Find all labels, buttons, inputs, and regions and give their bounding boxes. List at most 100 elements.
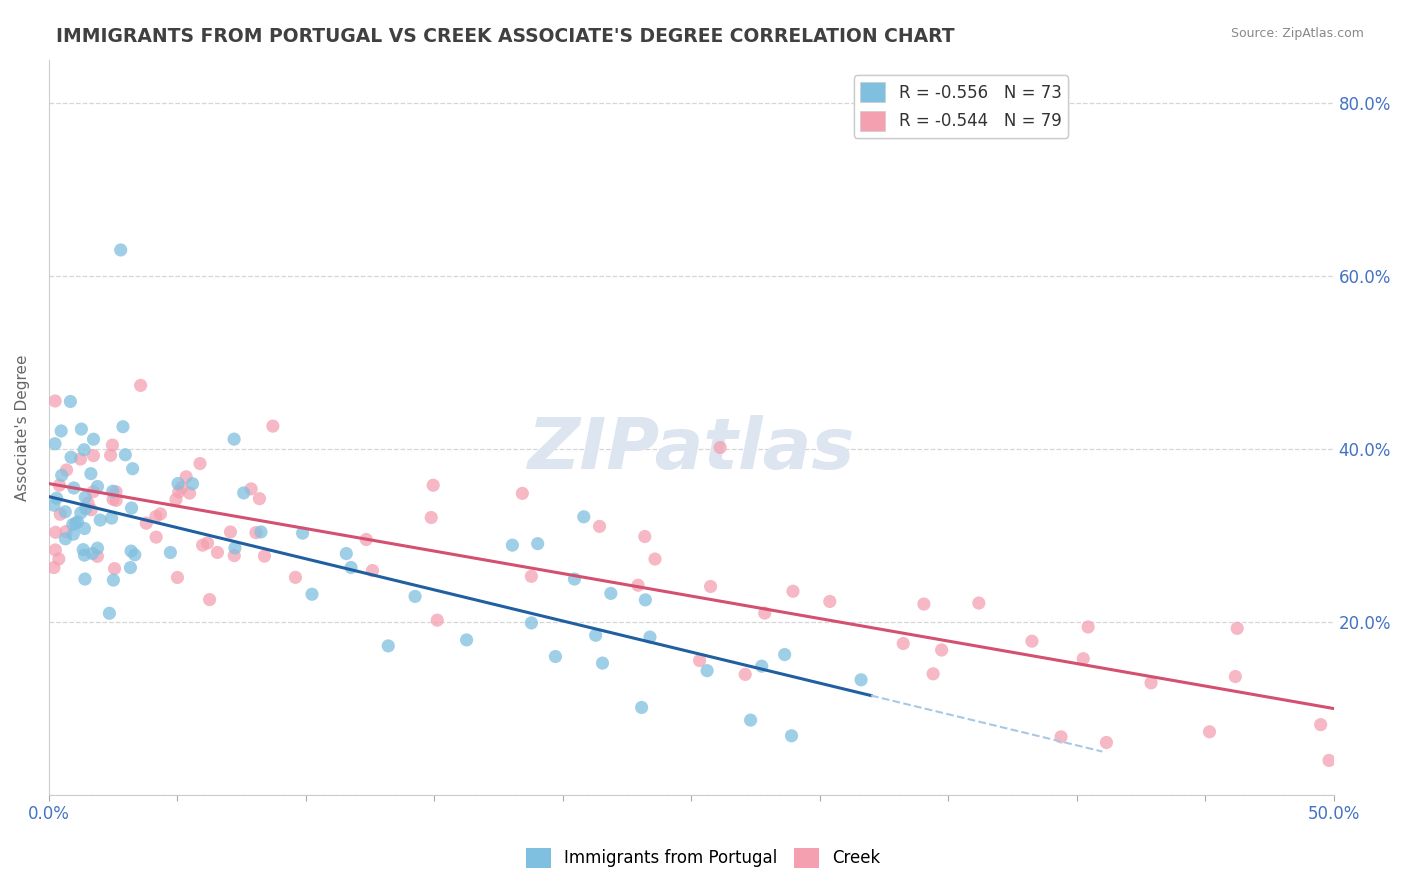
Y-axis label: Associate's Degree: Associate's Degree xyxy=(15,354,30,500)
Point xyxy=(45,525,67,540)
Point xyxy=(100,448,122,462)
Point xyxy=(120,560,142,574)
Point xyxy=(167,484,190,499)
Point xyxy=(284,570,307,584)
Point xyxy=(75,501,97,516)
Point xyxy=(1225,669,1247,683)
Point xyxy=(456,632,478,647)
Point xyxy=(1226,621,1249,635)
Point xyxy=(80,503,103,517)
Point xyxy=(501,538,523,552)
Point xyxy=(572,509,595,524)
Point xyxy=(634,529,657,543)
Point xyxy=(51,468,73,483)
Point xyxy=(922,666,945,681)
Point xyxy=(526,536,548,550)
Point xyxy=(780,729,803,743)
Text: IMMIGRANTS FROM PORTUGAL VS CREEK ASSOCIATE'S DEGREE CORRELATION CHART: IMMIGRANTS FROM PORTUGAL VS CREEK ASSOCI… xyxy=(56,27,955,45)
Legend: Immigrants from Portugal, Creek: Immigrants from Portugal, Creek xyxy=(519,841,887,875)
Point xyxy=(1021,634,1043,648)
Point xyxy=(98,607,121,621)
Point xyxy=(149,507,172,521)
Point xyxy=(70,422,93,436)
Point xyxy=(135,516,157,531)
Point xyxy=(73,442,96,457)
Point xyxy=(75,490,97,504)
Point xyxy=(510,486,533,500)
Point xyxy=(167,476,190,491)
Point xyxy=(773,648,796,662)
Point xyxy=(912,597,935,611)
Point xyxy=(564,572,586,586)
Point xyxy=(159,545,181,559)
Point xyxy=(55,524,77,539)
Point xyxy=(422,478,444,492)
Point xyxy=(145,509,167,524)
Point xyxy=(120,544,142,558)
Point xyxy=(121,501,143,516)
Point xyxy=(60,450,83,465)
Point xyxy=(754,606,776,620)
Point xyxy=(72,542,94,557)
Text: Source: ZipAtlas.com: Source: ZipAtlas.com xyxy=(1230,27,1364,40)
Point xyxy=(69,506,91,520)
Point xyxy=(49,424,72,438)
Point xyxy=(174,470,197,484)
Point xyxy=(198,592,221,607)
Point xyxy=(82,484,104,499)
Point xyxy=(111,419,134,434)
Point xyxy=(77,496,100,510)
Point xyxy=(145,530,167,544)
Point xyxy=(179,486,201,500)
Point xyxy=(103,573,125,587)
Point xyxy=(165,492,187,507)
Point xyxy=(377,639,399,653)
Point xyxy=(1050,730,1073,744)
Point xyxy=(73,548,96,562)
Point xyxy=(181,476,204,491)
Point xyxy=(80,467,103,481)
Point xyxy=(44,394,66,409)
Point xyxy=(818,594,841,608)
Point xyxy=(42,560,65,574)
Point xyxy=(69,452,91,467)
Point xyxy=(82,546,104,560)
Point xyxy=(89,513,111,527)
Point xyxy=(301,587,323,601)
Point xyxy=(240,482,263,496)
Point xyxy=(42,498,65,512)
Point xyxy=(426,613,449,627)
Point xyxy=(219,524,242,539)
Point xyxy=(520,569,543,583)
Point xyxy=(740,713,762,727)
Point xyxy=(734,667,756,681)
Point xyxy=(62,481,84,495)
Point xyxy=(105,484,128,499)
Point xyxy=(340,560,363,574)
Point xyxy=(751,659,773,673)
Point xyxy=(86,479,108,493)
Point xyxy=(73,522,96,536)
Point xyxy=(931,643,953,657)
Point xyxy=(188,457,211,471)
Point xyxy=(101,438,124,452)
Point xyxy=(1095,735,1118,749)
Point xyxy=(520,615,543,630)
Point xyxy=(967,596,990,610)
Point xyxy=(45,491,67,506)
Point xyxy=(1077,620,1099,634)
Point xyxy=(66,515,89,529)
Point xyxy=(49,507,72,521)
Point xyxy=(696,664,718,678)
Point xyxy=(250,524,273,539)
Point xyxy=(129,378,152,392)
Point xyxy=(849,673,872,687)
Point xyxy=(638,630,661,644)
Point xyxy=(253,549,276,563)
Point xyxy=(62,527,84,541)
Point xyxy=(55,463,77,477)
Point xyxy=(634,593,657,607)
Point xyxy=(44,542,66,557)
Point xyxy=(262,419,284,434)
Point xyxy=(53,505,76,519)
